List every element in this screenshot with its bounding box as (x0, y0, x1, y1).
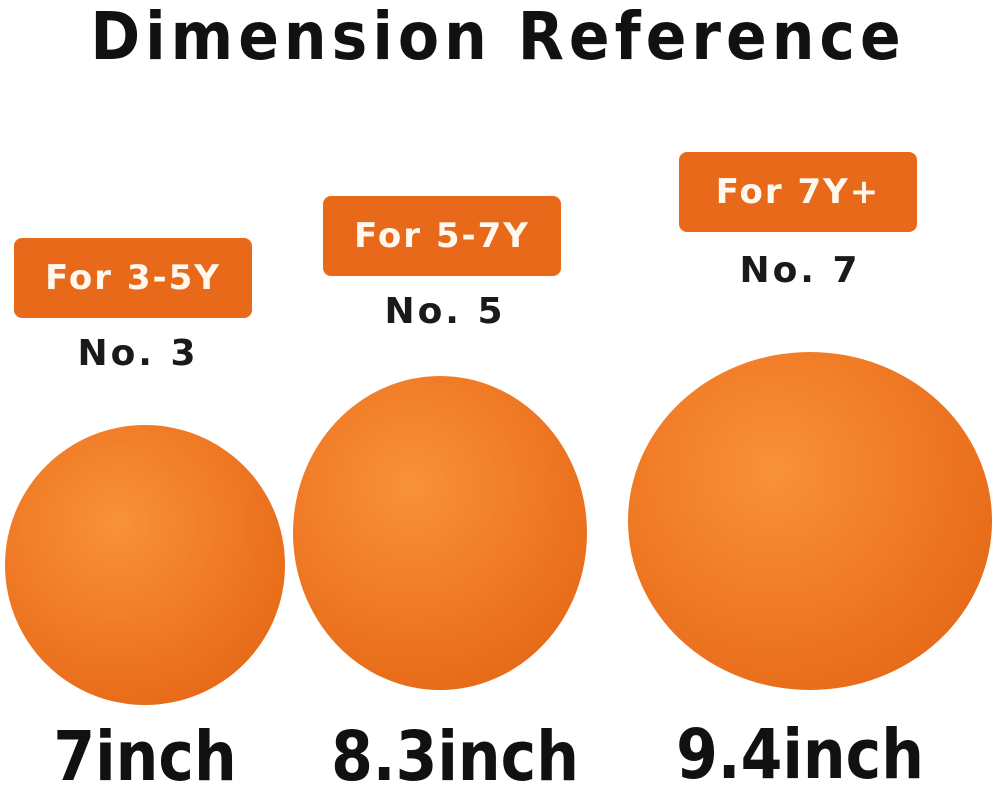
model-label-no5: No. 5 (384, 291, 506, 332)
ball-no7 (628, 352, 992, 690)
model-label-no3: No. 3 (77, 333, 199, 374)
size-label-no3: 7inch (53, 716, 237, 797)
size-label-no7: 9.4inch (676, 714, 924, 796)
ball-no3 (5, 425, 285, 705)
size-label-no5: 8.3inch (331, 716, 579, 797)
page-title: Dimension Reference (90, 0, 906, 76)
model-label-no7: No. 7 (739, 250, 861, 291)
ball-no5 (293, 376, 587, 690)
age-badge-no5: For 5-7Y (323, 196, 561, 276)
age-badge-no7: For 7Y+ (679, 152, 917, 232)
age-badge-no3: For 3-5Y (14, 238, 252, 318)
